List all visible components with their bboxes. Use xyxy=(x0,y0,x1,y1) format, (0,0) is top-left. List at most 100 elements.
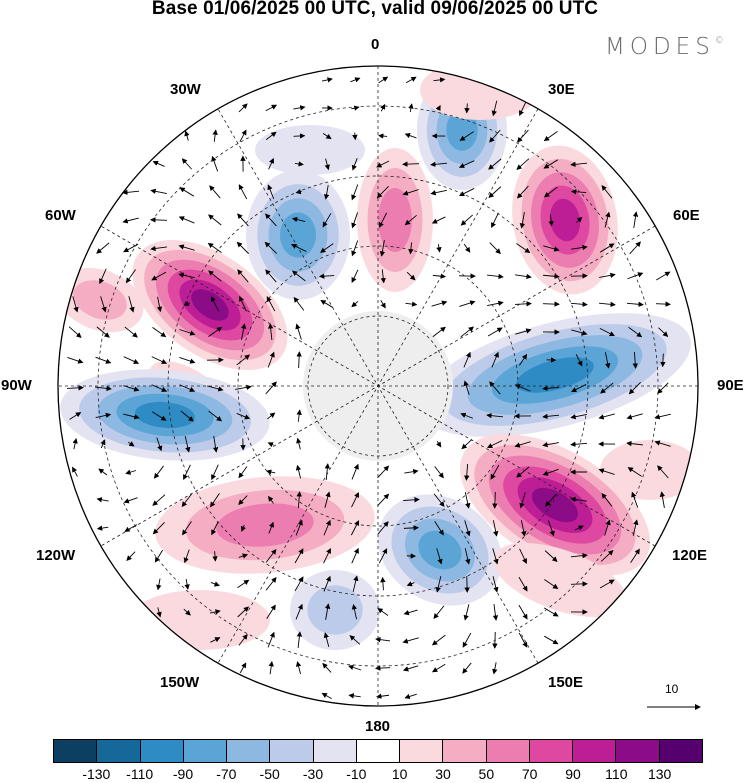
positive-anomaly xyxy=(512,145,618,295)
wind-arrow xyxy=(575,216,583,223)
wind-arrow xyxy=(405,76,417,84)
wind-arrow xyxy=(375,636,391,643)
contour-level xyxy=(418,530,462,570)
wind-arrow xyxy=(378,548,388,564)
lon-label-30e: 30E xyxy=(548,81,575,98)
wind-arrow xyxy=(152,521,165,535)
negative-anomaly xyxy=(246,170,350,300)
wind-arrow xyxy=(322,213,332,228)
wind-arrow xyxy=(151,384,168,392)
wind-arrow xyxy=(349,635,361,645)
wind-arrow xyxy=(267,412,276,420)
wind-arrow xyxy=(95,356,112,364)
wind-arrow xyxy=(464,548,471,565)
wind-arrow xyxy=(296,351,302,369)
wind-arrow xyxy=(264,241,278,254)
wind-arrow xyxy=(570,189,587,195)
wind-arrow xyxy=(238,103,248,113)
wind-arrow xyxy=(461,439,473,450)
wind-arrow xyxy=(432,326,446,338)
wind-arrow xyxy=(516,243,531,254)
wind-arrow xyxy=(237,213,249,227)
colorbar-tick-label: -130 xyxy=(82,766,111,782)
negative-anomaly xyxy=(60,369,270,461)
wind-arrow xyxy=(543,130,558,142)
wind-arrow xyxy=(293,296,305,311)
wind-arrow xyxy=(377,608,389,616)
wind-arrow xyxy=(267,351,275,368)
wind-arrow xyxy=(463,604,470,621)
wind-arrow xyxy=(489,242,501,255)
wind-arrow xyxy=(125,469,137,475)
lon-label-60e: 60E xyxy=(673,207,700,224)
colorbar-tick-label: 70 xyxy=(521,766,538,782)
wind-arrow xyxy=(210,637,221,643)
wind-arrow xyxy=(545,493,557,507)
wind-vectors xyxy=(66,76,671,700)
wind-arrow xyxy=(599,579,615,589)
wind-arrow xyxy=(323,547,331,564)
wind-arrow xyxy=(570,496,587,503)
colorbar-segment xyxy=(356,740,401,762)
wind-arrow xyxy=(265,213,277,227)
positive-anomaly xyxy=(155,476,375,574)
wind-arrow xyxy=(659,491,666,508)
wind-arrow xyxy=(542,468,559,476)
lon-label-120e: 120E xyxy=(672,547,708,564)
chart-title: Base 01/06/2025 00 UTC, valid 09/06/2025… xyxy=(151,0,599,19)
wind-arrow xyxy=(547,520,555,537)
wind-arrow xyxy=(570,301,588,307)
meridian-line xyxy=(217,108,539,664)
wind-arrow xyxy=(156,296,163,313)
colorbar-tick-label: 10 xyxy=(391,766,408,782)
wind-arrow xyxy=(626,440,643,447)
wind-arrow xyxy=(631,491,639,508)
wind-arrow xyxy=(543,186,558,198)
wind-arrow xyxy=(519,548,527,565)
wind-arrow xyxy=(323,185,330,200)
wind-arrow xyxy=(99,268,107,285)
wind-arrow xyxy=(516,185,529,199)
wind-arrow xyxy=(151,411,167,421)
wind-arrow xyxy=(489,381,501,395)
wind-arrow xyxy=(96,525,109,531)
wind-arrow xyxy=(570,161,588,168)
wind-arrow xyxy=(351,269,359,283)
wind-arrow xyxy=(348,664,362,671)
wind-arrow xyxy=(350,520,360,536)
wind-arrow xyxy=(544,635,559,645)
wind-arrow xyxy=(235,384,252,391)
wind-arrow xyxy=(208,326,223,338)
contour-level xyxy=(191,289,229,321)
wind-arrow xyxy=(351,184,359,201)
wind-arrow xyxy=(431,300,448,307)
wind-arrow xyxy=(265,469,276,475)
wind-arrow xyxy=(519,353,528,366)
wind-arrow xyxy=(571,329,588,336)
wind-arrow xyxy=(514,441,531,448)
wind-arrow xyxy=(514,384,531,392)
modes-logo: MODES© xyxy=(605,34,724,60)
wind-arrow xyxy=(352,132,358,141)
wind-arrow xyxy=(350,77,361,83)
wind-arrow xyxy=(487,327,503,337)
wind-arrow xyxy=(402,189,419,196)
wind-arrow xyxy=(600,549,614,562)
wind-arrow xyxy=(460,326,474,338)
colorbar-segment xyxy=(97,740,141,762)
graticule xyxy=(58,66,698,706)
colorbar-segment xyxy=(54,740,98,762)
wind-arrow xyxy=(627,467,642,477)
wind-arrow xyxy=(404,468,419,475)
wind-arrow xyxy=(351,300,359,308)
wind-arrow xyxy=(654,440,671,447)
wind-arrow xyxy=(150,188,167,195)
wind-arrow xyxy=(96,242,110,254)
wind-arrow xyxy=(351,105,360,111)
wind-arrow xyxy=(518,604,528,620)
wind-arrow xyxy=(604,519,611,536)
wind-arrow xyxy=(434,466,444,479)
contour-level xyxy=(307,585,363,635)
wind-arrow xyxy=(599,272,616,279)
wind-arrow xyxy=(402,665,419,672)
